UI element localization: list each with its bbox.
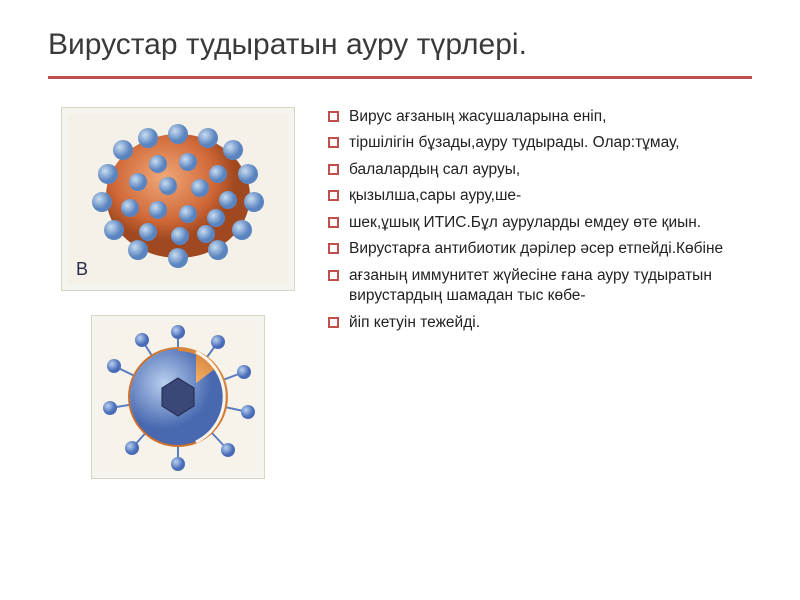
virus-sphere-icon <box>68 114 288 284</box>
bullet-square-icon <box>328 164 339 175</box>
list-item-text: шек,ұшық ИТИС.Бұл ауруларды емдеу өте қи… <box>349 213 701 233</box>
bullet-square-icon <box>328 111 339 122</box>
list-item-text: тіршілігін бұзады,ауру тудырады. Олар:тұ… <box>349 133 680 153</box>
list-item-text: Вирус ағзаның жасушаларына еніп, <box>349 107 606 127</box>
bullet-list: Вирус ағзаның жасушаларына еніп, тіршілі… <box>328 103 752 479</box>
list-item: балалардың сал ауруы, <box>328 160 752 180</box>
list-item-text: Вирустарға антибиотик дәрілер әсер етпей… <box>349 239 723 259</box>
list-item: қызылша,сары ауру,ше- <box>328 186 752 206</box>
virus-image-top: В <box>61 107 295 291</box>
list-item: йіп кетуін тежейді. <box>328 313 752 333</box>
list-item: ағзаның иммунитет жүйесіне ғана ауру туд… <box>328 266 752 307</box>
bullet-square-icon <box>328 190 339 201</box>
list-item-text: ағзаның иммунитет жүйесіне ғана ауру туд… <box>349 266 752 307</box>
virus-image-bottom <box>91 315 265 479</box>
list-item: Вирус ағзаның жасушаларына еніп, <box>328 107 752 127</box>
image-top-label: В <box>76 259 88 280</box>
bullet-square-icon <box>328 317 339 328</box>
content-row: В <box>48 103 752 479</box>
list-item-text: балалардың сал ауруы, <box>349 160 520 180</box>
bullet-square-icon <box>328 137 339 148</box>
images-column: В <box>48 103 308 479</box>
list-item-text: йіп кетуін тежейді. <box>349 313 480 333</box>
list-item-text: қызылша,сары ауру,ше- <box>349 186 521 206</box>
title-underline <box>48 76 752 79</box>
list-item: тіршілігін бұзады,ауру тудырады. Олар:тұ… <box>328 133 752 153</box>
bullet-square-icon <box>328 243 339 254</box>
list-item: шек,ұшық ИТИС.Бұл ауруларды емдеу өте қи… <box>328 213 752 233</box>
slide-title: Вирустар тудыратын ауру түрлері. <box>48 28 752 76</box>
bullet-square-icon <box>328 217 339 228</box>
virus-cutaway-icon <box>98 322 258 472</box>
list-item: Вирустарға антибиотик дәрілер әсер етпей… <box>328 239 752 259</box>
bullet-square-icon <box>328 270 339 281</box>
